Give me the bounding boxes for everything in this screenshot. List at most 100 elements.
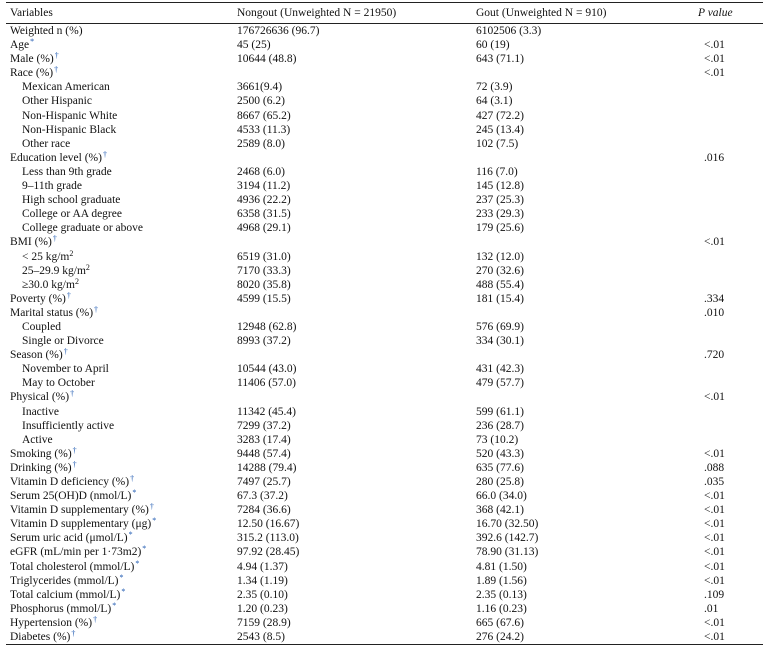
variable-label-cell: Hypertension (%)† bbox=[6, 616, 237, 630]
p-value-cell: <.01 bbox=[704, 67, 725, 80]
table-row: High school graduate 4936 (22.2) 237 (25.3… bbox=[6, 193, 763, 207]
variable-label: November to April bbox=[22, 363, 109, 376]
variable-label: Less than 9th grade bbox=[22, 165, 112, 178]
nongout-value-cell: 4936 (22.2) bbox=[237, 194, 291, 207]
nongout-value-cell: 6519 (31.0) bbox=[237, 250, 291, 263]
table-row: Inactive 11342 (45.4) 599 (61.1) bbox=[6, 405, 763, 419]
gout-value-cell: 102 (7.5) bbox=[476, 137, 519, 150]
table-row: Other race 2589 (8.0) 102 (7.5) bbox=[6, 137, 763, 151]
variable-label: Age bbox=[10, 39, 30, 52]
table-row: 9–11th grade 3194 (11.2) 145 (12.8) bbox=[6, 179, 763, 193]
nongout-value-cell: 4.94 (1.37) bbox=[237, 560, 288, 573]
gout-value-cell: 132 (12.0) bbox=[476, 250, 524, 263]
table-row: Triglycerides (mmol/L)* 1.34 (1.19) 1.89 (… bbox=[6, 574, 763, 588]
variable-label: Physical (%) bbox=[10, 391, 70, 404]
variable-label: Other Hispanic bbox=[22, 95, 92, 108]
gout-value-cell: 233 (29.3) bbox=[476, 208, 524, 221]
p-value-cell: .01 bbox=[704, 602, 719, 615]
p-value-cell: .010 bbox=[704, 306, 725, 319]
nongout-value-cell: 12948 (62.8) bbox=[237, 320, 297, 333]
footnote-marker: * bbox=[142, 545, 147, 554]
gout-value-cell: 245 (13.4) bbox=[476, 123, 524, 136]
variable-label: Marital status (%) bbox=[10, 306, 94, 319]
nongout-value-cell: 7497 (25.7) bbox=[237, 476, 291, 488]
table-row: Male (%)† 10644 (48.8) 643 (71.1) <.01 bbox=[6, 52, 763, 66]
table-row: ≥30.0 kg/m2 8020 (35.8) 488 (55.4) bbox=[6, 278, 763, 292]
gout-value-cell: 72 (3.9) bbox=[476, 81, 513, 94]
p-value-cell bbox=[686, 94, 763, 108]
header-variables: Variables bbox=[6, 2, 237, 24]
variable-label: Serum uric acid (μmol/L) bbox=[10, 532, 128, 545]
table-row: Non-Hispanic White 8667 (65.2) 427 (72.2) bbox=[6, 109, 763, 123]
variable-label: Drinking (%) bbox=[10, 461, 72, 474]
nongout-value-cell: 11342 (45.4) bbox=[237, 405, 296, 418]
variable-label: Vitamin D supplementary (%) bbox=[10, 504, 149, 517]
table-row: eGFR (mL/min per 1·73m2)* 97.92 (28.45) 78… bbox=[6, 545, 763, 559]
gout-value-cell: 665 (67.6) bbox=[476, 616, 524, 629]
footnote-marker: * bbox=[152, 517, 157, 526]
footnote-marker: † bbox=[102, 150, 107, 159]
nongout-value-cell: 10644 (48.8) bbox=[237, 53, 297, 66]
table-row: Coupled 12948 (62.8) 576 (69.9) bbox=[6, 320, 763, 334]
variable-label-cell: Vitamin D supplementary (%)† bbox=[6, 503, 237, 517]
gout-value-cell: 643 (71.1) bbox=[476, 53, 524, 66]
p-value-cell bbox=[686, 376, 763, 390]
table-row: Vitamin D supplementary (μg)* 12.50 (16.6… bbox=[6, 517, 763, 531]
table-row: Insufficiently active 7299 (37.2) 236 (28.… bbox=[6, 419, 763, 433]
variable-label: Vitamin D deficiency (%) bbox=[10, 476, 130, 488]
variable-label: Hypertension (%) bbox=[10, 616, 93, 629]
p-value-cell bbox=[686, 24, 763, 39]
variable-label-cell: Education level (%)† bbox=[6, 151, 237, 165]
unit-exponent: 2 bbox=[85, 263, 90, 272]
nongout-value-cell: 7170 (33.3) bbox=[237, 264, 291, 277]
footnote-marker: * bbox=[119, 573, 124, 582]
subcategory-label-cell: Non-Hispanic White bbox=[6, 109, 237, 123]
variable-label: Mexican American bbox=[22, 81, 110, 94]
table-row: Serum uric acid (μmol/L)* 315.2 (113.0) 39… bbox=[6, 531, 763, 545]
subcategory-label-cell: < 25 kg/m2 bbox=[6, 250, 237, 264]
variable-label: Serum 25(OH)D (nmol/L) bbox=[10, 490, 132, 503]
p-value-cell bbox=[686, 405, 763, 419]
footnote-marker: † bbox=[72, 446, 77, 455]
gout-value-cell: 236 (28.7) bbox=[476, 419, 524, 432]
footnote-marker: * bbox=[132, 489, 137, 498]
nongout-value-cell bbox=[237, 66, 476, 80]
variable-label: Coupled bbox=[22, 320, 61, 333]
footnote-marker: † bbox=[54, 66, 59, 75]
nongout-value-cell: 3194 (11.2) bbox=[237, 180, 291, 193]
gout-value-cell: 60 (19) bbox=[476, 39, 510, 52]
table-row: Serum 25(OH)D (nmol/L)* 67.3 (37.2) 66.0 (… bbox=[6, 489, 763, 503]
p-value-cell: <.01 bbox=[704, 574, 725, 587]
table-row: Total cholesterol (mmol/L)* 4.94 (1.37) 4.… bbox=[6, 560, 763, 574]
nongout-value-cell: 9448 (57.4) bbox=[237, 447, 291, 460]
p-value-cell bbox=[686, 320, 763, 334]
nongout-value-cell: 1.34 (1.19) bbox=[237, 574, 288, 587]
subcategory-label-cell: 9–11th grade bbox=[6, 179, 237, 193]
nongout-value-cell bbox=[237, 235, 476, 249]
p-value-cell: .088 bbox=[704, 461, 725, 474]
subcategory-label-cell: Less than 9th grade bbox=[6, 165, 237, 179]
table-row: Season (%)† .720 bbox=[6, 348, 763, 362]
variable-label: Non-Hispanic White bbox=[22, 109, 118, 122]
table-row: Total calcium (mmol/L)* 2.35 (0.10) 2.35 (… bbox=[6, 588, 763, 602]
subcategory-label-cell: Non-Hispanic Black bbox=[6, 123, 237, 137]
footnote-marker: † bbox=[94, 305, 99, 314]
footnote-marker: † bbox=[52, 235, 57, 244]
nongout-value-cell: 7299 (37.2) bbox=[237, 419, 291, 432]
p-value-cell: <.01 bbox=[704, 546, 725, 559]
gout-value-cell: 479 (57.7) bbox=[476, 377, 524, 390]
gout-value-cell: 145 (12.8) bbox=[476, 180, 524, 193]
variable-label: 25–29.9 kg/m bbox=[22, 264, 86, 277]
p-value-cell: <.01 bbox=[704, 616, 725, 629]
variable-label: High school graduate bbox=[22, 194, 121, 207]
unit-exponent: 2 bbox=[74, 277, 79, 286]
nongout-value-cell: 2543 (8.5) bbox=[237, 630, 476, 646]
gout-value-cell bbox=[476, 235, 686, 249]
variable-label-cell: Phosphorus (mmol/L)* bbox=[6, 602, 237, 616]
baseline-characteristics-table: Variables Nongout (Unweighted N = 21950)… bbox=[6, 2, 763, 646]
variable-label: Race (%) bbox=[10, 67, 54, 80]
nongout-value-cell: 8020 (35.8) bbox=[237, 278, 291, 291]
p-value-cell bbox=[686, 433, 763, 447]
gout-value-cell: 78.90 (31.13) bbox=[476, 546, 539, 559]
gout-value-cell: 4.81 (1.50) bbox=[476, 560, 527, 573]
